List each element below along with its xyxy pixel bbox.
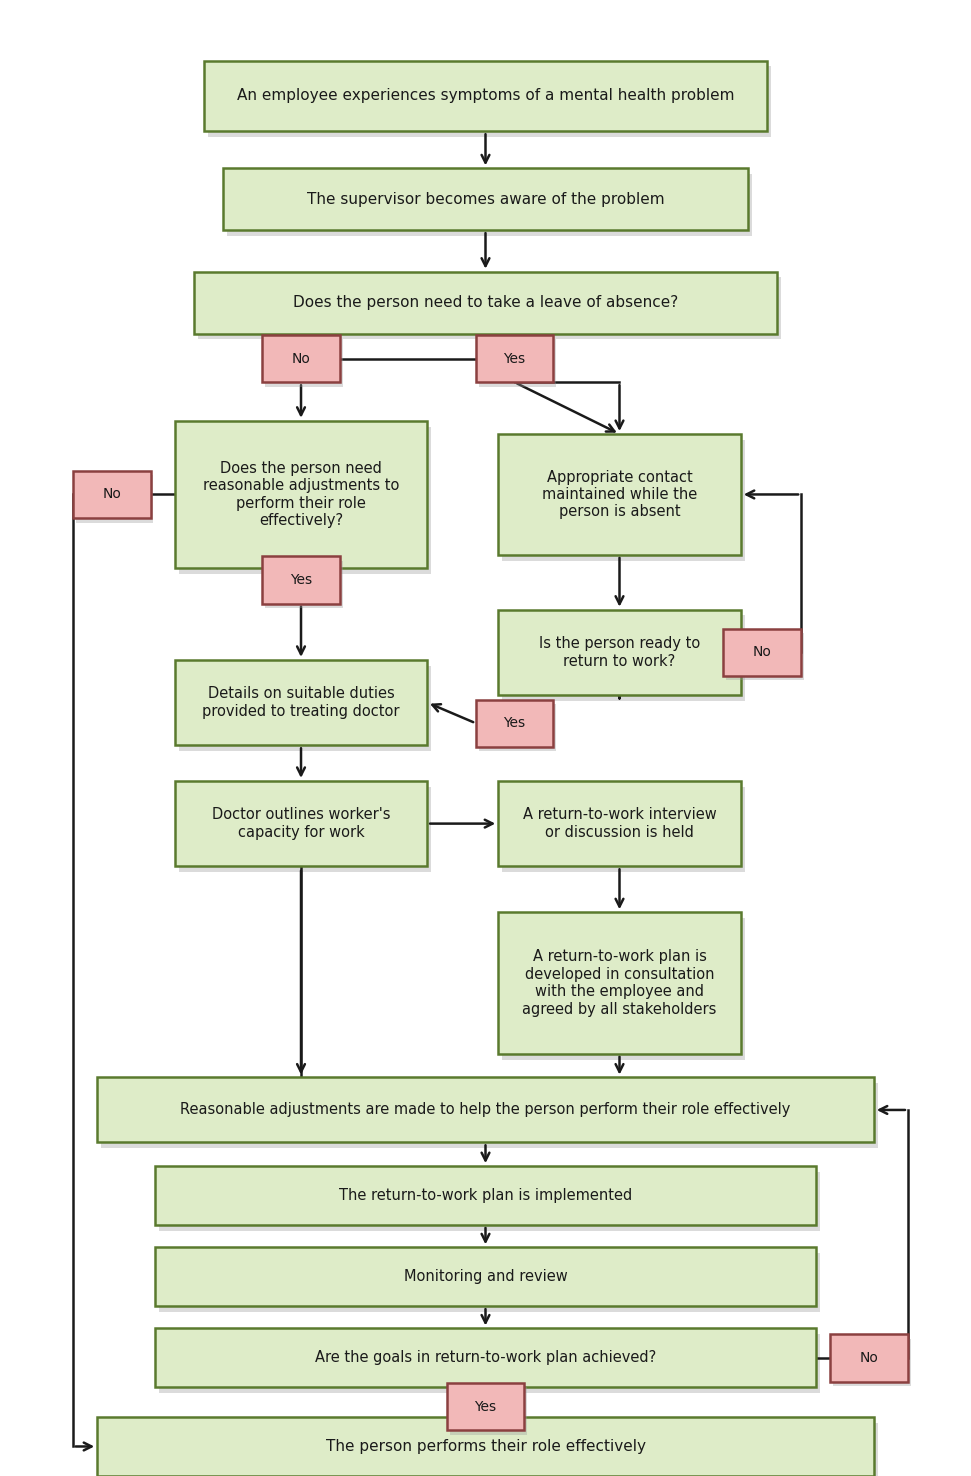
Text: Yes: Yes [290,573,312,587]
FancyBboxPatch shape [498,781,741,866]
FancyBboxPatch shape [101,1423,878,1476]
Text: Does the person need to take a leave of absence?: Does the person need to take a leave of … [293,295,678,310]
FancyBboxPatch shape [723,629,801,676]
Text: Yes: Yes [504,351,525,366]
Text: Does the person need
reasonable adjustments to
perform their role
effectively?: Does the person need reasonable adjustme… [203,461,399,528]
FancyBboxPatch shape [175,660,427,745]
FancyBboxPatch shape [498,610,741,695]
FancyBboxPatch shape [76,475,153,523]
Text: A return-to-work interview
or discussion is held: A return-to-work interview or discussion… [522,807,717,840]
FancyBboxPatch shape [179,787,431,872]
FancyBboxPatch shape [155,1166,816,1225]
Text: The person performs their role effectively: The person performs their role effective… [325,1439,646,1454]
Text: No: No [291,351,311,366]
FancyBboxPatch shape [159,1253,820,1312]
Text: No: No [102,487,121,502]
FancyBboxPatch shape [476,335,553,382]
FancyBboxPatch shape [265,561,343,608]
FancyBboxPatch shape [502,440,745,561]
FancyBboxPatch shape [97,1077,874,1142]
FancyBboxPatch shape [101,1083,878,1148]
FancyBboxPatch shape [502,787,745,872]
Text: Monitoring and review: Monitoring and review [404,1269,567,1284]
Text: Appropriate contact
maintained while the
person is absent: Appropriate contact maintained while the… [542,469,697,520]
Text: No: No [753,645,772,660]
Text: Reasonable adjustments are made to help the person perform their role effectivel: Reasonable adjustments are made to help … [181,1103,790,1117]
FancyBboxPatch shape [502,918,745,1060]
FancyBboxPatch shape [502,615,745,701]
FancyBboxPatch shape [227,174,752,236]
FancyBboxPatch shape [498,912,741,1054]
Text: The return-to-work plan is implemented: The return-to-work plan is implemented [339,1188,632,1203]
Text: An employee experiences symptoms of a mental health problem: An employee experiences symptoms of a me… [237,89,734,103]
FancyBboxPatch shape [159,1334,820,1393]
FancyBboxPatch shape [159,1172,820,1231]
FancyBboxPatch shape [155,1247,816,1306]
FancyBboxPatch shape [175,421,427,568]
Text: Is the person ready to
return to work?: Is the person ready to return to work? [539,636,700,669]
Text: No: No [859,1351,879,1365]
Text: Doctor outlines worker's
capacity for work: Doctor outlines worker's capacity for wo… [212,807,390,840]
FancyBboxPatch shape [179,427,431,574]
FancyBboxPatch shape [726,633,804,680]
FancyBboxPatch shape [223,168,748,230]
FancyBboxPatch shape [450,1387,527,1435]
Text: Yes: Yes [504,716,525,731]
Text: Yes: Yes [475,1399,496,1414]
Text: Details on suitable duties
provided to treating doctor: Details on suitable duties provided to t… [202,686,400,719]
FancyBboxPatch shape [498,434,741,555]
Text: Are the goals in return-to-work plan achieved?: Are the goals in return-to-work plan ach… [315,1351,656,1365]
FancyBboxPatch shape [262,335,340,382]
Text: The supervisor becomes aware of the problem: The supervisor becomes aware of the prob… [307,192,664,207]
FancyBboxPatch shape [479,704,556,751]
FancyBboxPatch shape [73,471,151,518]
FancyBboxPatch shape [175,781,427,866]
FancyBboxPatch shape [204,61,767,131]
FancyBboxPatch shape [198,277,781,339]
FancyBboxPatch shape [830,1334,908,1382]
FancyBboxPatch shape [155,1328,816,1387]
Text: A return-to-work plan is
developed in consultation
with the employee and
agreed : A return-to-work plan is developed in co… [522,949,717,1017]
FancyBboxPatch shape [265,339,343,387]
FancyBboxPatch shape [179,666,431,751]
FancyBboxPatch shape [262,556,340,604]
FancyBboxPatch shape [833,1339,911,1386]
FancyBboxPatch shape [479,339,556,387]
FancyBboxPatch shape [208,66,771,137]
FancyBboxPatch shape [194,272,777,334]
FancyBboxPatch shape [476,700,553,747]
FancyBboxPatch shape [447,1383,524,1430]
FancyBboxPatch shape [97,1417,874,1476]
